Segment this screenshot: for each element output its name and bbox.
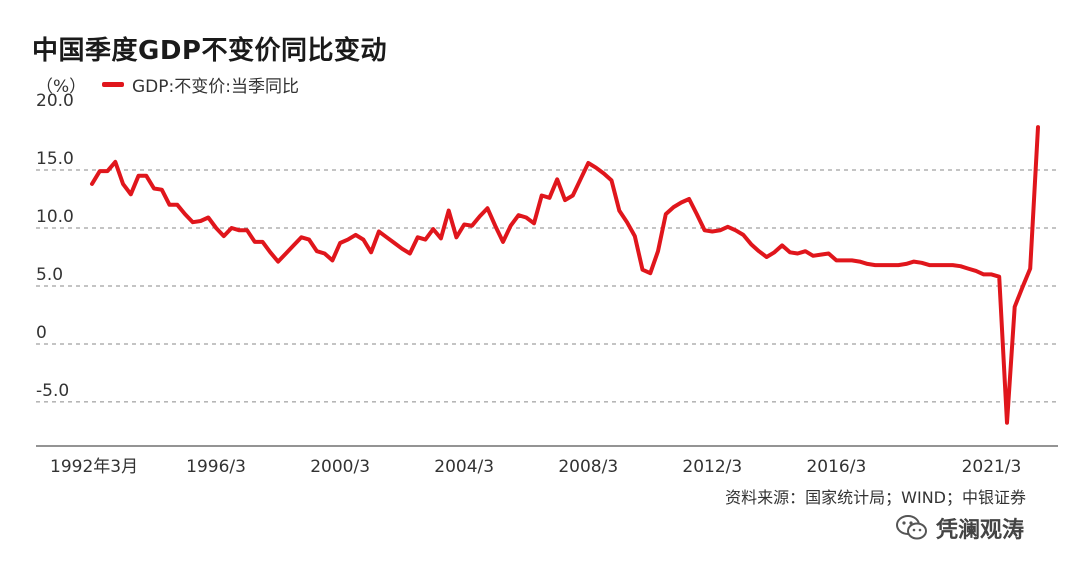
x-tick-label: 2000/3 [310, 457, 370, 477]
x-tick-label: 2016/3 [806, 457, 866, 477]
x-tick-label: 2012/3 [682, 457, 742, 477]
series-line-gdp [90, 125, 1040, 425]
y-tick-label: 5.0 [36, 265, 63, 285]
unit-label: （%） [36, 77, 87, 97]
chart-title: 中国季度GDP不变价同比变动 [32, 36, 387, 66]
x-tick-label: 2008/3 [558, 457, 618, 477]
legend: GDP:不变价:当季同比 [102, 72, 299, 97]
y-tick-label: 10.0 [36, 207, 74, 227]
y-tick-label: -5.0 [36, 381, 69, 401]
watermark: 凭澜观涛 [896, 512, 1024, 544]
x-tick-label: 1992年3月 [50, 457, 138, 477]
y-tick-label: 15.0 [36, 149, 74, 169]
x-tick-label: 1996/3 [186, 457, 246, 477]
watermark-text: 凭澜观涛 [936, 518, 1025, 543]
wechat-icon [896, 515, 927, 540]
x-tick-label: 2004/3 [434, 457, 494, 477]
legend-swatch [102, 82, 124, 87]
x-tick-label: 2021/3 [962, 457, 1022, 477]
y-tick-label: 20.0 [36, 91, 74, 111]
source-note: 资料来源：国家统计局；WIND；中银证券 [725, 488, 1026, 507]
legend-series-name: GDP:不变价:当季同比 [132, 77, 299, 97]
y-tick-label: 0 [36, 323, 47, 343]
